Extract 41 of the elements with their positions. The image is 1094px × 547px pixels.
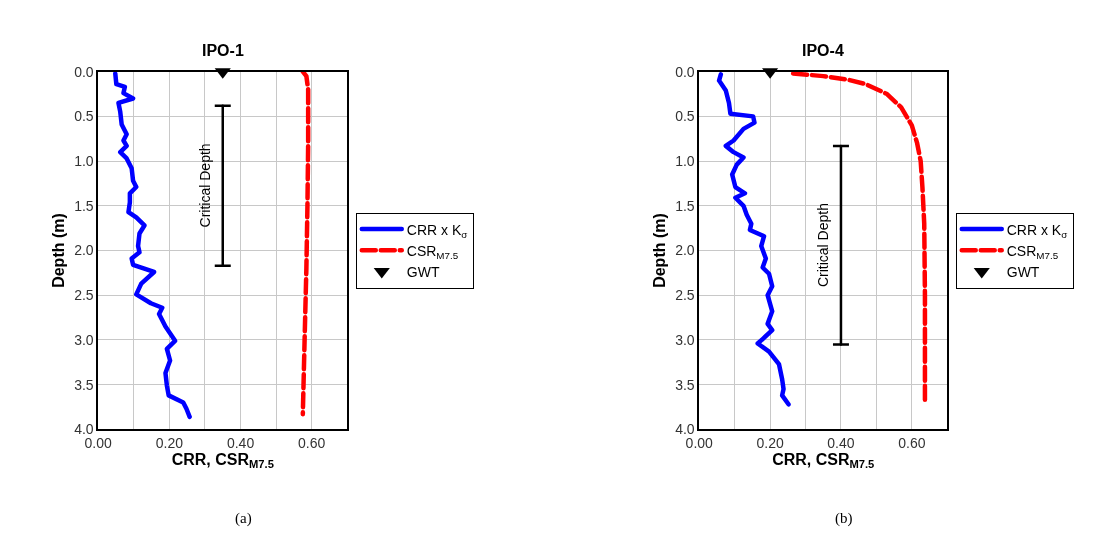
annotation: Critical Depth <box>197 143 214 228</box>
x-axis-title: CRR, CSR$_{M7.5}$ <box>772 451 875 471</box>
x-tick-label: 0.40 <box>226 434 255 451</box>
legend-label: GWT <box>406 263 440 280</box>
y-tick-label: 1.0 <box>675 152 695 169</box>
y-tick-label: 0.5 <box>74 108 94 125</box>
y-axis-title: Depth (m) <box>650 213 668 288</box>
legend-label: CSR$_{M7.5}$ <box>1006 242 1059 261</box>
chart-title: IPO-4 <box>802 42 844 59</box>
y-tick-label: 2.0 <box>675 242 695 259</box>
y-tick-label: 3.5 <box>74 376 94 393</box>
y-tick-label: 0.0 <box>74 63 94 80</box>
legend-label: CRR x K$_{σ}$ <box>1006 221 1068 240</box>
y-tick-label: 2.5 <box>675 287 695 304</box>
y-tick-label: 0.5 <box>675 108 695 125</box>
y-tick-label: 2.5 <box>74 287 94 304</box>
text: (a) <box>235 510 252 527</box>
y-tick-label: 0.0 <box>675 63 695 80</box>
y-tick-label: 2.0 <box>74 242 94 259</box>
y-tick-label: 3.0 <box>74 331 94 348</box>
x-tick-label: 0.20 <box>756 434 784 451</box>
legend-label: CRR x K$_{σ}$ <box>406 221 468 240</box>
x-axis-title: CRR, CSR$_{M7.5}$ <box>171 451 274 471</box>
y-axis-title: Depth (m) <box>49 213 67 288</box>
y-tick-label: 3.5 <box>675 376 695 393</box>
line-series <box>113 71 192 420</box>
x-tick-label: 0.60 <box>298 434 326 451</box>
x-tick-label: 0.20 <box>155 434 184 451</box>
annotation: Critical Depth <box>814 203 831 288</box>
chart-title: IPO-1 <box>202 42 244 59</box>
line-series <box>716 72 791 407</box>
y-tick-label: 1.0 <box>74 152 94 169</box>
legend-label: CSR$_{M7.5}$ <box>406 242 459 261</box>
text: (b) <box>835 510 853 527</box>
legend-label: GWT <box>1006 263 1040 280</box>
y-tick-label: 1.5 <box>74 197 94 214</box>
x-tick-label: 0.60 <box>898 434 926 451</box>
y-tick-label: 1.5 <box>675 197 695 214</box>
x-tick-label: 0.40 <box>827 434 855 451</box>
line-series <box>300 71 311 417</box>
y-tick-label: 3.0 <box>675 331 695 348</box>
